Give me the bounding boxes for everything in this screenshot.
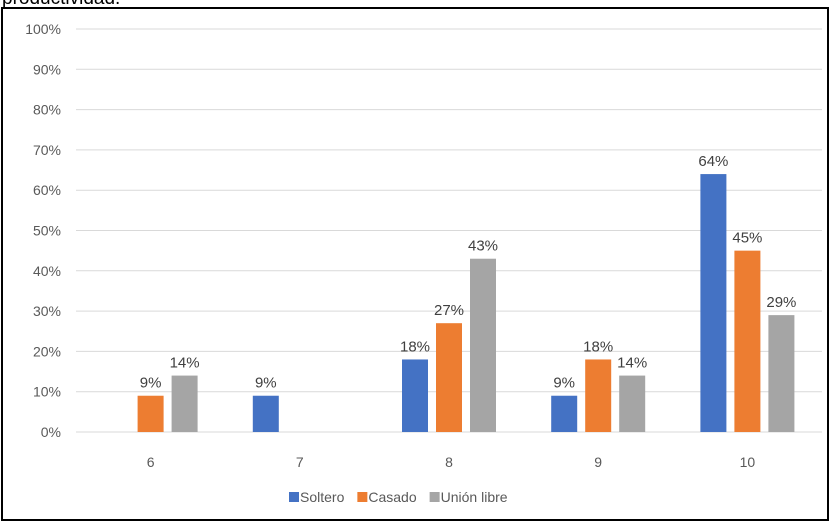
legend-label: Soltero — [300, 489, 345, 505]
data-label: 64% — [698, 153, 728, 170]
legend-label: Casado — [368, 489, 416, 505]
data-label: 14% — [617, 355, 647, 372]
chart-heading-fragment: productividad. — [2, 0, 120, 10]
y-axis-ticks: 0% 10% 20% 30% 40% 50% 60% 70% 80% 90% 100% — [25, 21, 61, 440]
y-tick-label: 20% — [33, 343, 61, 359]
bar-unión-libre — [171, 375, 198, 432]
bar-soltero — [252, 395, 279, 432]
bars — [137, 174, 795, 432]
y-tick-label: 10% — [33, 384, 61, 400]
x-tick-label: 9 — [594, 454, 602, 470]
y-tick-label: 30% — [33, 303, 61, 319]
bar-unión-libre — [470, 258, 496, 432]
bar-unión-libre — [768, 315, 795, 432]
y-tick-label: 60% — [33, 182, 61, 198]
legend-swatch — [357, 492, 368, 502]
y-tick-label: 100% — [25, 21, 61, 37]
data-label: 27% — [434, 302, 464, 319]
x-tick-label: 8 — [445, 454, 453, 470]
legend-swatch — [289, 492, 299, 502]
x-tick-label: 6 — [147, 454, 155, 470]
legend-swatch — [429, 492, 440, 502]
x-axis-ticks: 6 7 8 9 10 — [147, 454, 756, 470]
legend-label: Unión libre — [441, 489, 508, 505]
data-label: 29% — [766, 294, 796, 311]
data-labels: 9%14%9%18%27%43%9%18%14%64%45%29% — [140, 153, 797, 392]
legend: Soltero Casado Unión libre — [289, 489, 508, 505]
bar-casado — [436, 323, 462, 432]
bar-soltero — [700, 174, 727, 432]
x-tick-label: 7 — [296, 454, 304, 470]
data-label: 18% — [400, 338, 430, 355]
chart-frame — [1, 7, 829, 521]
bar-casado — [585, 359, 612, 432]
data-label: 18% — [583, 338, 613, 355]
data-label: 43% — [468, 238, 498, 255]
y-tick-label: 50% — [33, 223, 61, 239]
y-tick-label: 40% — [33, 263, 61, 279]
data-label: 14% — [170, 355, 200, 372]
bar-casado — [137, 395, 164, 432]
data-label: 45% — [732, 230, 762, 247]
bar-casado — [734, 250, 761, 432]
bar-soltero — [551, 395, 578, 432]
data-label: 9% — [255, 375, 277, 392]
bar-unión-libre — [619, 375, 646, 432]
y-tick-label: 0% — [41, 424, 61, 440]
data-label: 9% — [553, 375, 575, 392]
y-tick-label: 80% — [33, 102, 61, 118]
x-tick-label: 10 — [740, 454, 756, 470]
y-tick-label: 90% — [33, 61, 61, 77]
y-tick-label: 70% — [33, 142, 61, 158]
data-label: 9% — [140, 375, 162, 392]
bar-soltero — [402, 359, 428, 432]
